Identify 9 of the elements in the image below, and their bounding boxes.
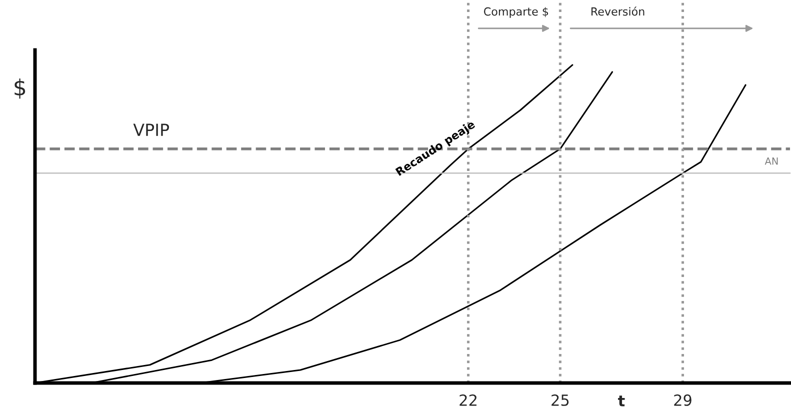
ref-line-label: AN bbox=[764, 158, 778, 165]
x-tick-label: 22 bbox=[460, 394, 476, 406]
text: Reversión bbox=[591, 6, 644, 16]
ref-line-label: VPIP bbox=[133, 124, 169, 136]
x-tick-label: 25 bbox=[552, 394, 569, 406]
text: Comparte $ bbox=[484, 7, 548, 18]
x-tick-label: 29 bbox=[674, 394, 692, 406]
text: t bbox=[618, 396, 625, 406]
y-axis-title: $ bbox=[14, 78, 26, 99]
